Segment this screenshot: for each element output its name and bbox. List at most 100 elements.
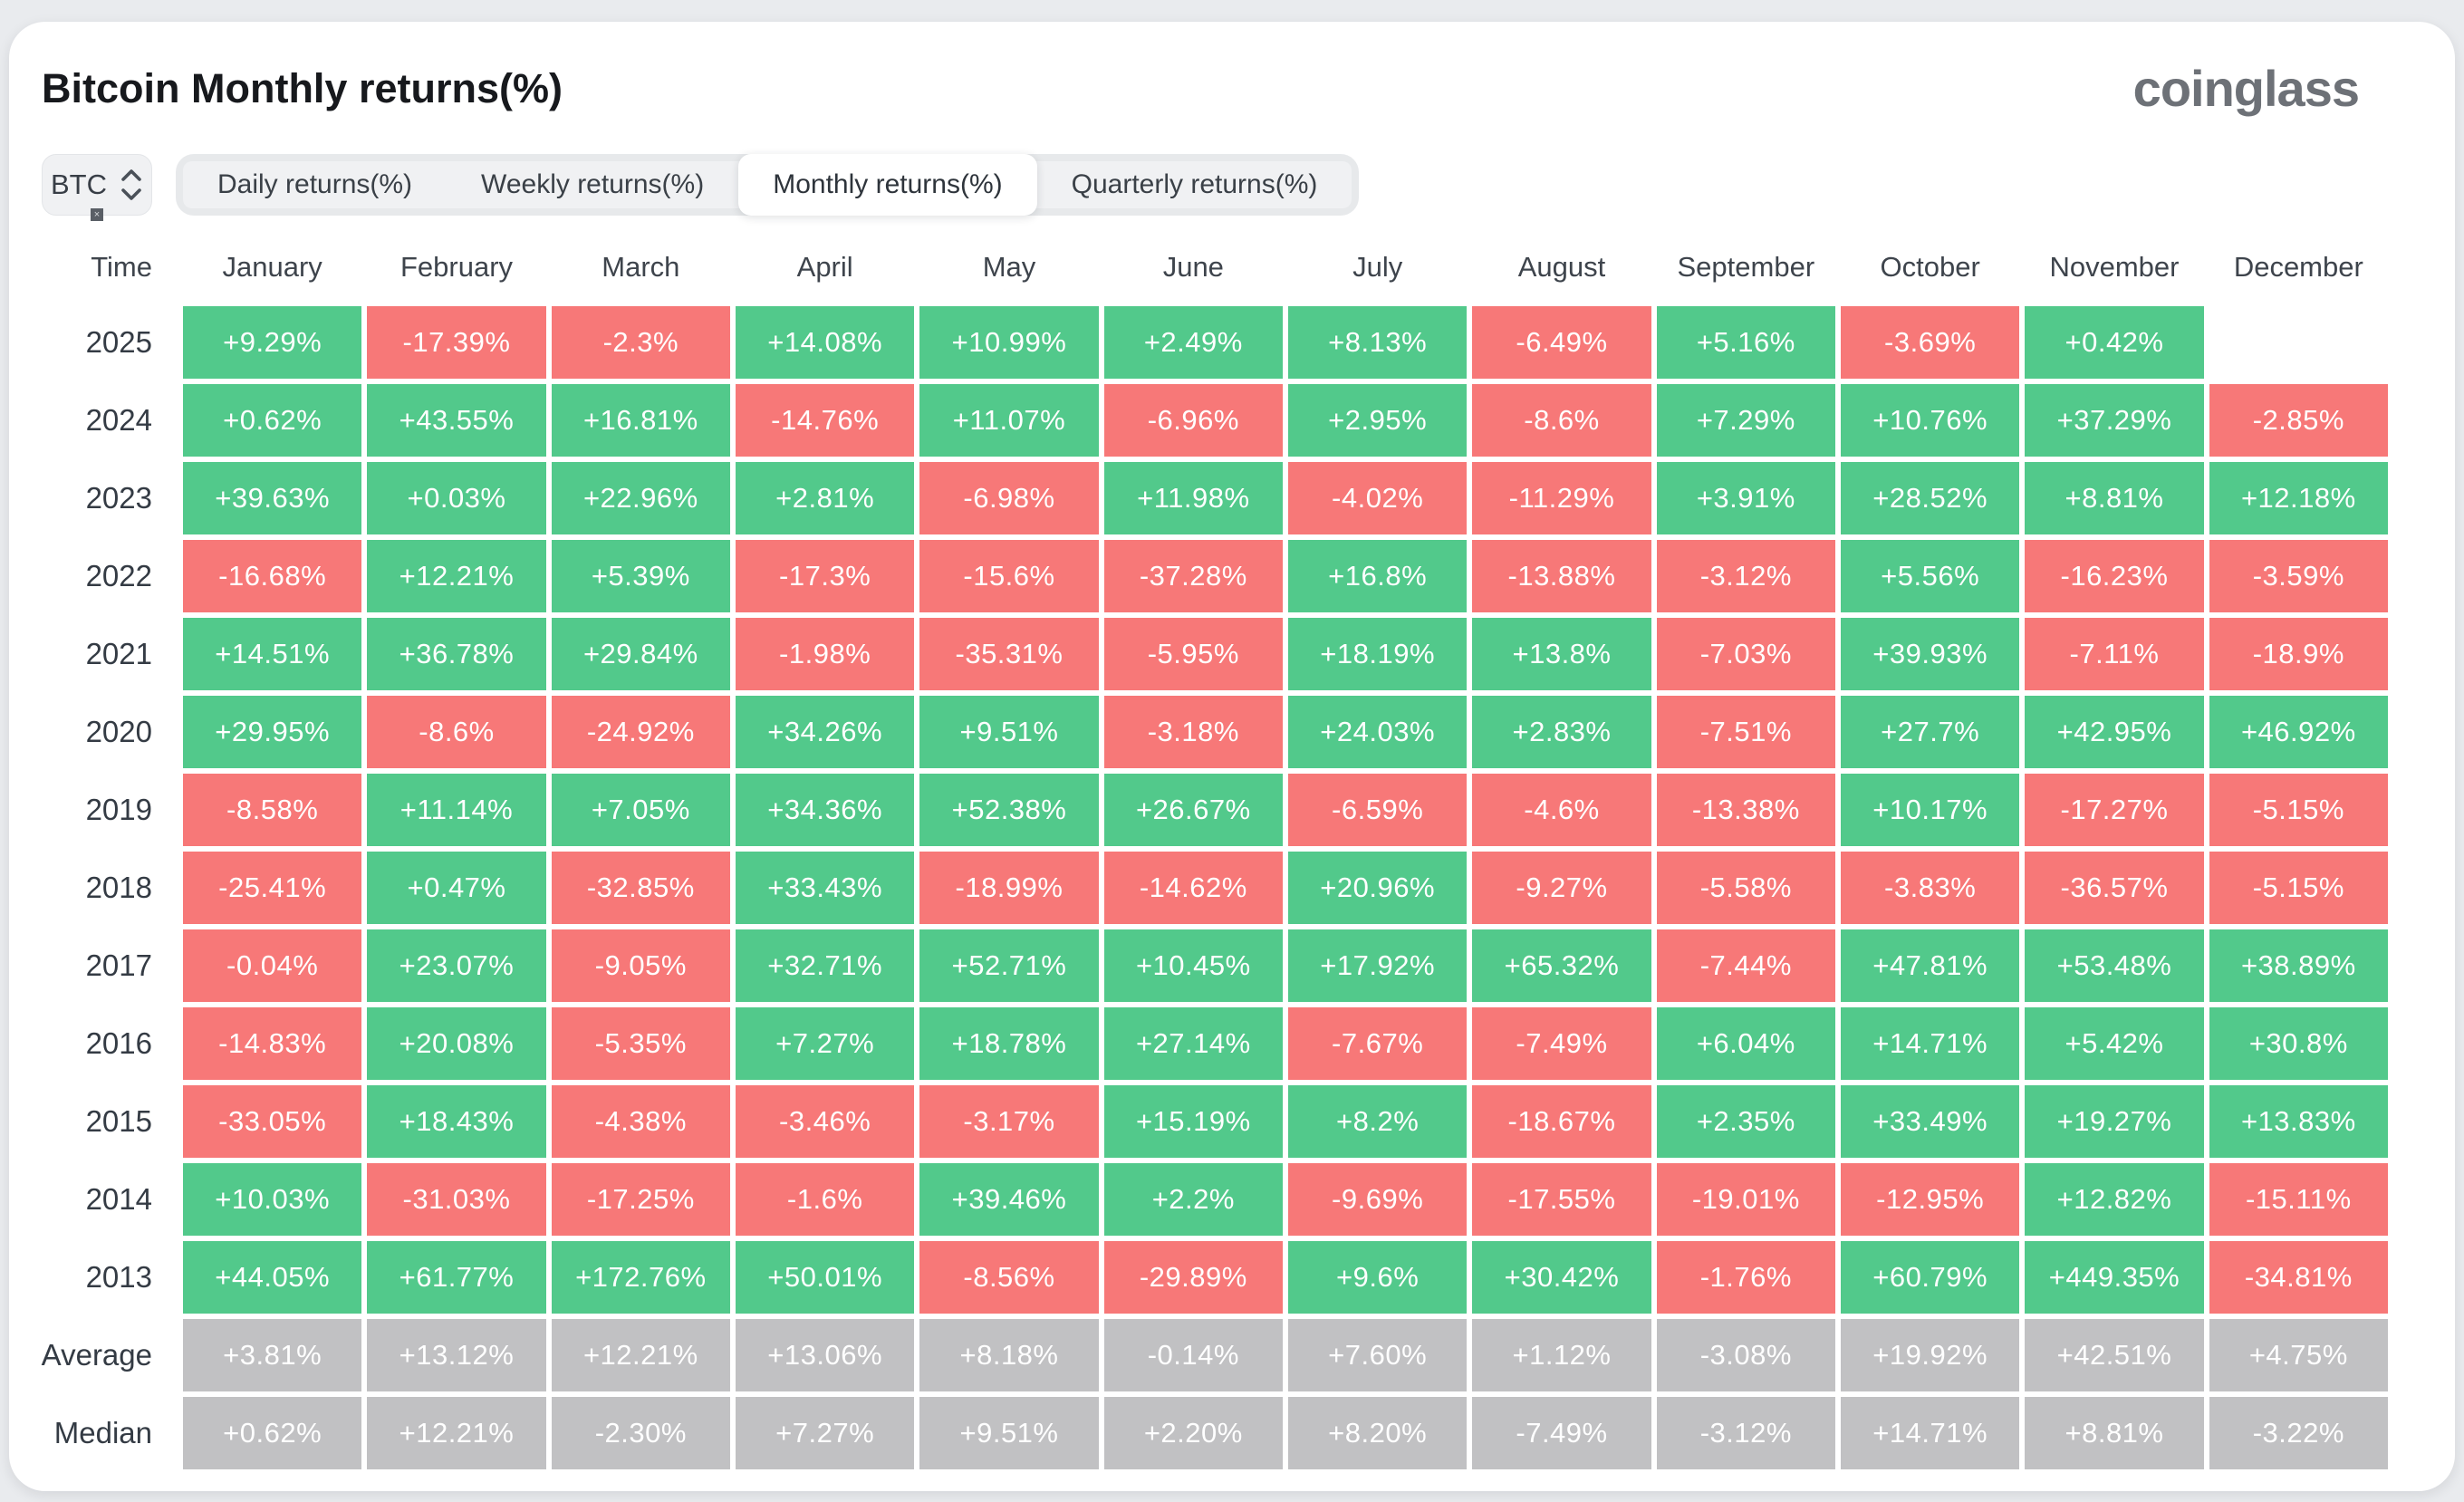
return-cell: -9.69%: [1287, 1163, 1468, 1236]
return-cell: +43.55%: [367, 384, 546, 457]
return-cell: +7.29%: [1656, 384, 1835, 457]
return-cell: -14.62%: [1103, 852, 1283, 924]
table-row-2013: 2013 +44.05% +61.77% +172.76% +50.01% -8.56% -…: [42, 1241, 2388, 1314]
return-cell: -6.59%: [1287, 774, 1468, 846]
return-cell: -36.57%: [2025, 852, 2204, 924]
return-cell: [2209, 306, 2388, 379]
return-cell: +7.05%: [551, 774, 730, 846]
return-cell: -7.67%: [1287, 1007, 1468, 1080]
return-cell: +2.35%: [1656, 1085, 1835, 1158]
row-label: 2022: [85, 559, 152, 592]
return-cell: +10.45%: [1103, 929, 1283, 1002]
return-cell: -29.89%: [1103, 1241, 1283, 1314]
return-cell: +19.27%: [2025, 1085, 2204, 1158]
table-row-median: Median +0.62% +12.21% -2.30% +7.27% +9.51% +2.…: [42, 1397, 2388, 1469]
return-cell: -1.98%: [735, 618, 915, 690]
return-cell: +23.07%: [367, 929, 546, 1002]
tab-daily-returns[interactable]: Daily returns(%): [217, 169, 413, 199]
return-cell: +0.62%: [183, 384, 362, 457]
col-header-october: October: [1880, 251, 1980, 283]
return-cell: +12.21%: [367, 1397, 546, 1469]
return-cell: -7.49%: [1472, 1397, 1651, 1469]
return-cell: +15.19%: [1103, 1085, 1283, 1158]
return-cell: -1.6%: [735, 1163, 915, 1236]
col-header-february: February: [399, 251, 514, 283]
updown-chevron-icon: [120, 167, 143, 203]
table-row-2017: 2017 -0.04% +23.07% -9.05% +32.71% +52.71% +10…: [42, 929, 2388, 1002]
return-cell: -31.03%: [367, 1163, 546, 1236]
row-label: 2014: [85, 1182, 152, 1216]
return-cell: +7.60%: [1287, 1319, 1468, 1391]
return-cell: +60.79%: [1840, 1241, 2020, 1314]
return-cell: +29.95%: [183, 696, 362, 768]
return-cell: +30.8%: [2209, 1007, 2388, 1080]
return-cell: -5.58%: [1656, 852, 1835, 924]
return-cell: -4.02%: [1287, 462, 1468, 534]
return-cell: +37.29%: [2025, 384, 2204, 457]
table-row-2021: 2021 +14.51% +36.78% +29.84% -1.98% -35.31% -5…: [42, 618, 2388, 690]
table-row-2025: 2025 +9.29% -17.39% -2.3% +14.08% +10.99% +2.4…: [42, 306, 2388, 379]
card-header: Bitcoin Monthly returns(%) coinglass: [34, 53, 2419, 114]
return-cell: +14.71%: [1840, 1397, 2020, 1469]
return-cell: +5.42%: [2025, 1007, 2204, 1080]
return-cell: -3.46%: [735, 1085, 915, 1158]
return-cell: +12.18%: [2209, 462, 2388, 534]
return-cell: -3.12%: [1656, 1397, 1835, 1469]
return-cell: +13.83%: [2209, 1085, 2388, 1158]
return-cell: +33.43%: [735, 852, 915, 924]
tab-monthly-returns[interactable]: Monthly returns(%): [738, 154, 1037, 216]
return-cell: +29.84%: [551, 618, 730, 690]
return-cell: -34.81%: [2209, 1241, 2388, 1314]
tab-quarterly-returns[interactable]: Quarterly returns(%): [1071, 169, 1318, 199]
table-row-2023: 2023 +39.63% +0.03% +22.96% +2.81% -6.98% +11.…: [42, 462, 2388, 534]
col-header-august: August: [1517, 251, 1606, 283]
return-cell: +18.78%: [919, 1007, 1099, 1080]
return-cell: +34.36%: [735, 774, 915, 846]
return-cell: -35.31%: [919, 618, 1099, 690]
return-cell: -17.3%: [735, 540, 915, 612]
return-cell: +46.92%: [2209, 696, 2388, 768]
symbol-select[interactable]: BTC ×: [42, 154, 152, 221]
col-header-september: September: [1677, 251, 1815, 283]
return-cell: -2.85%: [2209, 384, 2388, 457]
return-cell: -14.76%: [735, 384, 915, 457]
controls-bar: BTC × Daily returns(%) Weekly returns(%)…: [42, 154, 2419, 221]
return-cell: -16.23%: [2025, 540, 2204, 612]
return-cell: +32.71%: [735, 929, 915, 1002]
return-cell: +11.07%: [919, 384, 1099, 457]
return-cell: +33.49%: [1840, 1085, 2020, 1158]
return-cell: -15.6%: [919, 540, 1099, 612]
return-cell: +28.52%: [1840, 462, 2020, 534]
return-cell: +3.81%: [183, 1319, 362, 1391]
return-cell: +3.91%: [1656, 462, 1835, 534]
row-label: 2019: [85, 793, 152, 826]
return-cell: +24.03%: [1287, 696, 1468, 768]
return-cell: -17.55%: [1472, 1163, 1651, 1236]
tab-weekly-returns[interactable]: Weekly returns(%): [481, 169, 705, 199]
return-cell: +10.17%: [1840, 774, 2020, 846]
return-cell: +6.04%: [1656, 1007, 1835, 1080]
return-cell: +449.35%: [2025, 1241, 2204, 1314]
resize-handle-icon[interactable]: ×: [91, 208, 103, 221]
return-cell: +30.42%: [1472, 1241, 1651, 1314]
table-row-2015: 2015 -33.05% +18.43% -4.38% -3.46% -3.17% +15.…: [42, 1085, 2388, 1158]
return-cell: +4.75%: [2209, 1319, 2388, 1391]
return-cell: +2.20%: [1103, 1397, 1283, 1469]
col-header-december: December: [2233, 251, 2363, 283]
return-cell: -9.05%: [551, 929, 730, 1002]
return-cell: -3.22%: [2209, 1397, 2388, 1469]
return-cell: -6.96%: [1103, 384, 1283, 457]
return-cell: +52.38%: [919, 774, 1099, 846]
return-cell: -7.11%: [2025, 618, 2204, 690]
return-cell: -5.15%: [2209, 774, 2388, 846]
return-cell: -7.44%: [1656, 929, 1835, 1002]
return-cell: -7.51%: [1656, 696, 1835, 768]
return-cell: +2.81%: [735, 462, 915, 534]
return-cell: +39.93%: [1840, 618, 2020, 690]
table-row-2018: 2018 -25.41% +0.47% -32.85% +33.43% -18.99% -1…: [42, 852, 2388, 924]
returns-period-tabs: Daily returns(%) Weekly returns(%) Month…: [176, 154, 1360, 216]
return-cell: +9.29%: [183, 306, 362, 379]
return-cell: +2.2%: [1103, 1163, 1283, 1236]
return-cell: +2.49%: [1103, 306, 1283, 379]
row-label: 2015: [85, 1104, 152, 1138]
